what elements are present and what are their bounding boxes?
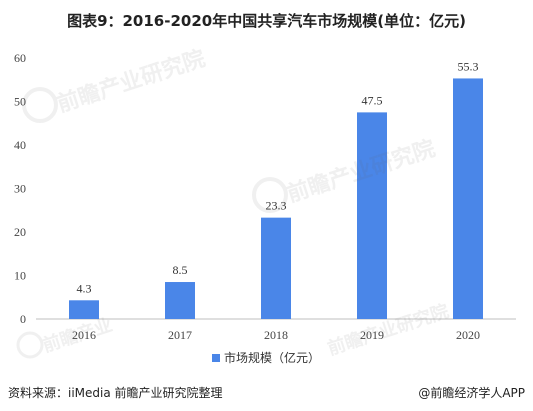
legend-swatch xyxy=(212,354,220,362)
y-tick-label: 30 xyxy=(14,182,26,196)
x-tick-label-2020: 2020 xyxy=(456,328,480,342)
bars xyxy=(69,78,483,319)
credit-text: @前瞻经济学人APP xyxy=(418,386,525,400)
x-tick-label-2017: 2017 xyxy=(168,328,192,342)
data-labels: 4.3 8.5 23.3 47.5 55.3 xyxy=(77,59,479,295)
y-tick-label: 40 xyxy=(14,138,26,152)
legend: 市场规模（亿元） xyxy=(212,350,320,365)
y-tick-label: 50 xyxy=(14,95,26,109)
x-tick-label-2016: 2016 xyxy=(72,328,96,342)
bar-2017 xyxy=(165,282,195,319)
x-axis-ticks: 2016 2017 2018 2019 2020 xyxy=(72,328,480,342)
data-label-2018: 23.3 xyxy=(266,199,287,213)
y-tick-label: 10 xyxy=(14,269,26,283)
credit-note: @前瞻经济学人APP xyxy=(418,384,525,401)
legend-label: 市场规模（亿元） xyxy=(224,350,320,365)
bar-2019 xyxy=(357,112,387,319)
data-label-2019: 47.5 xyxy=(362,93,383,107)
data-label-2020: 55.3 xyxy=(458,59,479,73)
data-label-2017: 8.5 xyxy=(173,263,188,277)
bar-2016 xyxy=(69,300,99,319)
x-tick-label-2018: 2018 xyxy=(264,328,288,342)
source-note: 资料来源：iiMedia 前瞻产业研究院整理 xyxy=(8,386,223,400)
y-tick-label: 60 xyxy=(14,51,26,65)
x-tick-label-2019: 2019 xyxy=(360,328,384,342)
data-label-2016: 4.3 xyxy=(77,281,92,295)
y-axis-ticks: 0 10 20 30 40 50 60 xyxy=(14,51,26,326)
bar-2018 xyxy=(261,217,291,319)
bar-2020 xyxy=(453,78,483,319)
chart-title: 图表9：2016-2020年中国共享汽车市场规模(单位：亿元) xyxy=(67,12,466,30)
y-tick-label: 20 xyxy=(14,225,26,239)
y-tick-label: 0 xyxy=(20,312,26,326)
